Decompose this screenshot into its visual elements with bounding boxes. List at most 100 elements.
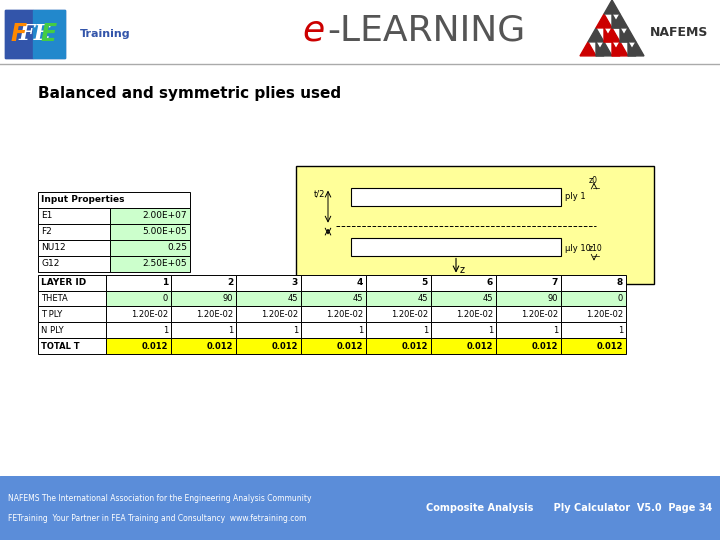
Text: 6: 6 xyxy=(487,278,493,287)
Text: 45: 45 xyxy=(482,294,493,303)
Text: 2.00E+07: 2.00E+07 xyxy=(143,211,187,220)
Text: 3: 3 xyxy=(292,278,298,287)
Bar xyxy=(366,291,431,307)
Text: 0: 0 xyxy=(618,294,623,303)
Bar xyxy=(366,274,431,291)
Bar xyxy=(171,291,236,307)
Bar xyxy=(236,291,301,307)
Bar xyxy=(38,255,110,272)
Text: 90: 90 xyxy=(222,294,233,303)
Text: LAYER ID: LAYER ID xyxy=(41,278,86,287)
Bar xyxy=(236,322,301,339)
Text: -LEARNING: -LEARNING xyxy=(327,14,526,48)
Text: 0.012: 0.012 xyxy=(207,342,233,351)
Bar xyxy=(33,10,65,58)
Text: 1.20E-02: 1.20E-02 xyxy=(456,310,493,319)
Bar xyxy=(431,291,496,307)
Bar xyxy=(236,307,301,322)
Polygon shape xyxy=(604,28,620,42)
Polygon shape xyxy=(628,42,644,56)
Bar xyxy=(171,274,236,291)
Bar xyxy=(5,10,65,58)
Bar xyxy=(171,307,236,322)
Bar xyxy=(106,339,171,354)
Bar xyxy=(38,208,110,224)
Text: 8: 8 xyxy=(617,278,623,287)
Text: 1: 1 xyxy=(163,326,168,335)
Polygon shape xyxy=(596,42,612,56)
Text: 2: 2 xyxy=(227,278,233,287)
Polygon shape xyxy=(580,42,596,56)
Text: F: F xyxy=(11,22,27,46)
Bar xyxy=(110,224,190,240)
Text: 45: 45 xyxy=(353,294,363,303)
Bar xyxy=(38,307,106,322)
Text: 0.012: 0.012 xyxy=(596,342,623,351)
Text: G12: G12 xyxy=(41,259,59,268)
Text: 45: 45 xyxy=(287,294,298,303)
Bar xyxy=(301,322,366,339)
Bar xyxy=(301,339,366,354)
Text: 0.012: 0.012 xyxy=(142,342,168,351)
Polygon shape xyxy=(620,28,628,42)
Text: 5: 5 xyxy=(422,278,428,287)
Bar xyxy=(431,307,496,322)
Text: Balanced and symmetric plies used: Balanced and symmetric plies used xyxy=(38,86,341,101)
Text: 1: 1 xyxy=(228,326,233,335)
Text: E: E xyxy=(41,22,57,46)
Text: 1.20E-02: 1.20E-02 xyxy=(391,310,428,319)
Bar xyxy=(301,274,366,291)
Bar xyxy=(171,322,236,339)
Text: 90: 90 xyxy=(547,294,558,303)
Polygon shape xyxy=(604,0,620,14)
Polygon shape xyxy=(628,42,636,56)
Text: TOTAL T: TOTAL T xyxy=(41,342,80,351)
Text: N PLY: N PLY xyxy=(41,326,63,335)
Bar xyxy=(351,188,561,206)
Text: ply 1: ply 1 xyxy=(565,192,585,201)
Bar xyxy=(38,224,110,240)
Bar xyxy=(38,274,106,291)
Bar xyxy=(110,208,190,224)
Bar xyxy=(366,307,431,322)
Text: 7: 7 xyxy=(552,278,558,287)
Text: 1: 1 xyxy=(293,326,298,335)
Text: t/2: t/2 xyxy=(314,190,325,199)
Polygon shape xyxy=(612,42,620,56)
Text: FETraining  Your Partner in FEA Training and Consultancy  www.fetraining.com: FETraining Your Partner in FEA Training … xyxy=(8,514,307,523)
Bar xyxy=(5,10,33,58)
Text: μly 10: μly 10 xyxy=(565,244,591,253)
Bar xyxy=(366,339,431,354)
Polygon shape xyxy=(612,14,628,28)
Text: 1: 1 xyxy=(423,326,428,335)
Text: T PLY: T PLY xyxy=(41,310,62,319)
Text: 1: 1 xyxy=(162,278,168,287)
Text: E1: E1 xyxy=(41,211,53,220)
Bar xyxy=(106,307,171,322)
Bar xyxy=(38,291,106,307)
Text: 1: 1 xyxy=(358,326,363,335)
Text: F2: F2 xyxy=(41,227,52,236)
Polygon shape xyxy=(612,42,628,56)
Polygon shape xyxy=(596,14,612,28)
Text: THETA: THETA xyxy=(41,294,68,303)
Text: Input Properties: Input Properties xyxy=(41,195,125,204)
Bar xyxy=(38,192,190,208)
Bar xyxy=(496,291,561,307)
Text: 1.20E-02: 1.20E-02 xyxy=(131,310,168,319)
Bar xyxy=(236,339,301,354)
Text: 1.20E-02: 1.20E-02 xyxy=(326,310,363,319)
Bar xyxy=(38,339,106,354)
Bar xyxy=(561,339,626,354)
Text: NU12: NU12 xyxy=(41,243,66,252)
Polygon shape xyxy=(588,28,604,42)
Text: 4: 4 xyxy=(356,278,363,287)
Polygon shape xyxy=(596,42,604,56)
Text: NAFEMS The International Association for the Engineering Analysis Community: NAFEMS The International Association for… xyxy=(8,494,312,503)
Bar xyxy=(496,339,561,354)
Bar xyxy=(110,255,190,272)
Text: z0: z0 xyxy=(589,176,598,185)
Bar xyxy=(171,339,236,354)
Text: 0.012: 0.012 xyxy=(336,342,363,351)
Bar xyxy=(106,322,171,339)
